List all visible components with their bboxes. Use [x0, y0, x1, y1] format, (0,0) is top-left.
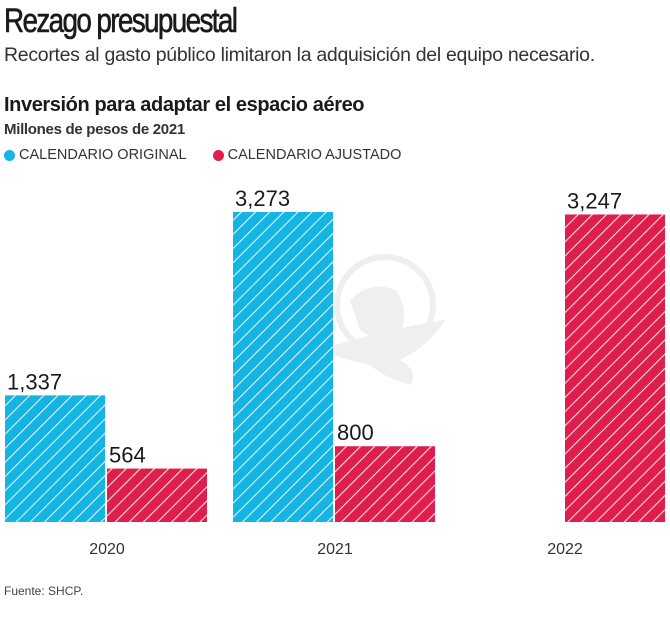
bar-hatch-original-2021 [233, 212, 333, 522]
bar-hatch-ajustado-2022 [565, 214, 665, 522]
legend-item-original: CALENDARIO ORIGINAL [4, 147, 187, 163]
watermark-logo-icon [320, 254, 445, 385]
value-label-ajustado-2020: 564 [109, 443, 146, 468]
chart-title: Inversión para adaptar el espacio aéreo [4, 94, 365, 116]
value-label-ajustado-2021: 800 [337, 420, 374, 445]
bar-hatch-original-2020 [5, 395, 105, 522]
value-label-original-2021: 3,273 [235, 186, 290, 211]
legend: CALENDARIO ORIGINAL CALENDARIO AJUSTADO [4, 147, 401, 163]
bar-hatch-ajustado-2021 [335, 446, 435, 522]
legend-dot-ajustado [212, 149, 224, 161]
legend-item-ajustado: CALENDARIO AJUSTADO [212, 147, 402, 163]
page-title: Rezago presupuestal [4, 2, 238, 41]
source-note: Fuente: SHCP. [4, 584, 84, 598]
bar-hatch-ajustado-2020 [107, 468, 207, 522]
category-label-2020: 2020 [89, 541, 125, 558]
value-label-ajustado-2022: 3,247 [567, 188, 622, 213]
legend-dot-original [4, 149, 15, 161]
category-label-2021: 2021 [317, 541, 353, 558]
legend-label-ajustado: CALENDARIO AJUSTADO [227, 147, 402, 163]
chart-units: Millones de pesos de 2021 [4, 121, 185, 138]
legend-label-original: CALENDARIO ORIGINAL [19, 147, 187, 163]
value-label-original-2020: 1,337 [7, 369, 62, 394]
page-subtitle: Recortes al gasto público limitaron la a… [4, 44, 595, 66]
category-label-2022: 2022 [547, 541, 583, 558]
